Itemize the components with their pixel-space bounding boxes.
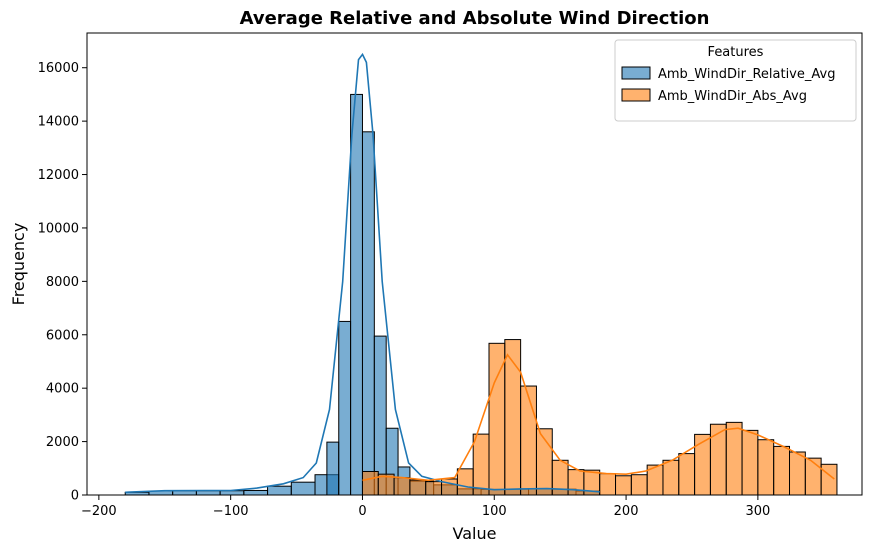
bar-relative-9 <box>326 441 340 496</box>
y-axis-ticks: 0 2000 4000 6000 8000 10000 12000 14000 16000 <box>38 61 87 504</box>
bar-abs-13 <box>567 469 585 496</box>
y-tick-label: 12000 <box>38 168 79 183</box>
bar-abs-22 <box>709 423 727 496</box>
bar-relative-3 <box>195 490 221 496</box>
y-tick-label: 10000 <box>38 221 79 236</box>
bar-relative-5 <box>243 489 269 496</box>
y-tick-label: 2000 <box>46 435 79 450</box>
legend-swatch <box>621 88 651 102</box>
bar-abs-28 <box>804 457 822 496</box>
bar-abs-23 <box>725 421 743 496</box>
bar-abs-17 <box>630 474 648 496</box>
bar-abs-24 <box>741 429 759 496</box>
legend-label: Amb_WindDir_Relative_Avg <box>658 67 835 82</box>
bar-abs-2 <box>393 477 411 496</box>
histogram-bars <box>124 93 838 496</box>
legend-box <box>614 39 857 122</box>
x-tick-label: 200 <box>614 504 639 519</box>
bar-abs-27 <box>789 451 806 496</box>
bar-abs-10 <box>520 385 537 496</box>
x-tick-label: 0 <box>358 504 366 519</box>
x-axis-ticks: −200 −100 0 100 200 300 <box>81 495 770 519</box>
y-tick-label: 8000 <box>46 275 79 290</box>
legend: Features Amb_WindDir_Relative_AvgAmb_Win… <box>614 39 857 122</box>
y-tick-label: 14000 <box>38 115 79 130</box>
bar-relative-6 <box>267 485 292 496</box>
legend-title: Features <box>708 45 764 60</box>
y-tick-label: 6000 <box>46 328 79 343</box>
y-axis-label: Frequency <box>9 223 28 306</box>
kde-curves <box>125 52 835 494</box>
bar-abs-20 <box>678 453 696 496</box>
x-tick-label: 100 <box>482 504 507 519</box>
kde-line-abs <box>362 353 835 482</box>
bar-abs-25 <box>757 439 775 496</box>
bar-abs-29 <box>820 463 838 496</box>
y-tick-label: 0 <box>71 489 79 504</box>
x-tick-label: −100 <box>213 504 249 519</box>
bar-abs-0 <box>361 470 379 496</box>
y-tick-label: 16000 <box>38 61 79 76</box>
bar-abs-6 <box>456 468 474 496</box>
bar-relative-4 <box>219 490 245 496</box>
bar-abs-19 <box>662 459 680 496</box>
x-tick-label: 300 <box>745 504 770 519</box>
legend-swatch <box>621 66 651 80</box>
legend-label: Amb_WindDir_Abs_Avg <box>658 89 807 104</box>
bar-abs-3 <box>409 479 427 496</box>
x-axis-label: Value <box>453 524 497 543</box>
x-tick-label: −200 <box>81 504 117 519</box>
kde-line-relative <box>125 52 600 494</box>
bar-abs-4 <box>425 481 443 496</box>
y-tick-label: 4000 <box>46 382 79 397</box>
bar-relative-7 <box>290 481 316 496</box>
bar-abs-16 <box>615 475 632 496</box>
legend-items: Amb_WindDir_Relative_Avg Amb_WindDir_Abs_… <box>621 66 835 104</box>
bar-relative-11 <box>350 93 363 496</box>
bar-abs-26 <box>773 445 791 496</box>
bar-abs-21 <box>694 433 711 496</box>
chart-title: Average Relative and Absolute Wind Direc… <box>240 8 710 29</box>
bar-relative-10 <box>338 320 352 496</box>
bar-relative-12 <box>361 131 375 496</box>
bar-abs-15 <box>599 473 617 496</box>
bar-abs-7 <box>472 433 490 496</box>
axes-frame <box>86 32 863 496</box>
